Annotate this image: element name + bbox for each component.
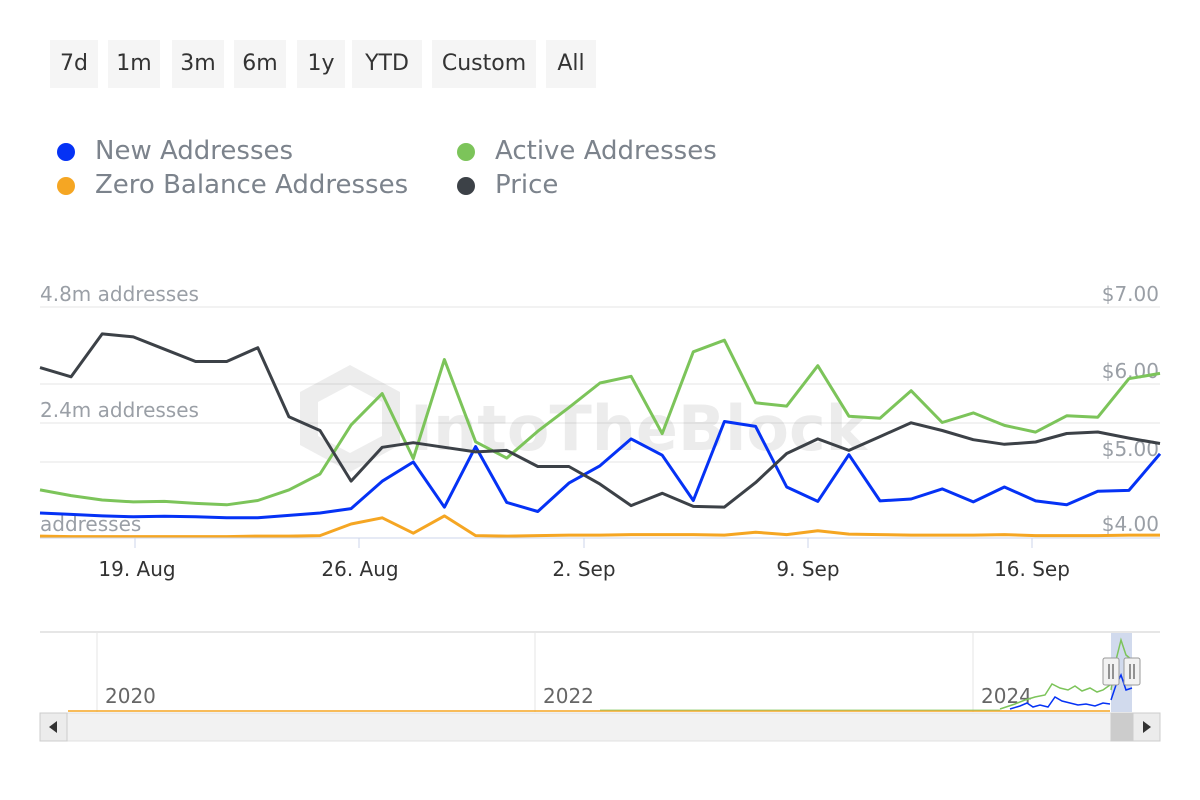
triangle-right-icon	[1143, 721, 1151, 733]
navigator: 2020 2022 2024	[40, 631, 1160, 712]
x-axis-tick-label: 2. Sep	[552, 557, 615, 581]
range-button-ytd[interactable]: YTD	[352, 40, 422, 88]
scrollbar	[39, 712, 1161, 742]
left-axis-tick-label: 2.4m addresses	[40, 398, 199, 422]
range-button-custom[interactable]: Custom	[432, 40, 536, 88]
series-line-active-addresses[interactable]	[39, 338, 1161, 507]
series-layer	[39, 332, 1162, 539]
range-button-1m[interactable]: 1m	[108, 40, 160, 88]
right-axis-tick-label: $4.00	[1102, 512, 1159, 536]
legend-label: Zero Balance Addresses	[95, 170, 409, 200]
watermark-logo-icon	[300, 365, 400, 472]
x-axis-tick-label: 19. Aug	[98, 557, 175, 581]
legend-label: Price	[495, 170, 559, 200]
x-axis-tick-label: 16. Sep	[994, 557, 1070, 581]
right-axis-tick-label: $7.00	[1102, 282, 1159, 306]
series-line-zero-balance-addresses[interactable]	[39, 514, 1160, 539]
navigator-handle-right-body	[1123, 657, 1141, 686]
triangle-left-icon	[49, 721, 57, 733]
x-axis: 19. Aug 26. Aug 2. Sep 9. Sep 16. Sep	[98, 538, 1070, 581]
scrollbar-track[interactable]	[39, 712, 1161, 742]
range-button-3m[interactable]: 3m	[172, 40, 224, 88]
navigator-handle-left[interactable]	[1102, 657, 1120, 686]
legend-label: Active Addresses	[495, 136, 717, 166]
navigator-selected-range[interactable]	[1111, 633, 1132, 712]
legend-label: New Addresses	[95, 136, 294, 166]
navigator-series-active-addresses	[999, 683, 1111, 710]
legend-dot-zero-balance-addresses	[57, 177, 75, 195]
left-axis-tick-label: 4.8m addresses	[40, 282, 199, 306]
navigator-year-label: 2020	[105, 684, 156, 708]
navigator-handle-right[interactable]	[1123, 657, 1141, 686]
range-button-1y[interactable]: 1y	[297, 40, 345, 88]
scrollbar-thumb[interactable]	[1110, 712, 1133, 742]
navigator-series-new-addresses	[1009, 696, 1111, 710]
range-button-all[interactable]: All	[546, 40, 596, 88]
series-line-price[interactable]	[39, 332, 1161, 509]
range-button-6m[interactable]: 6m	[234, 40, 286, 88]
left-axis: 4.8m addresses 2.4m addresses addresses	[40, 282, 199, 536]
x-axis-tick-label: 26. Aug	[321, 557, 398, 581]
x-axis-tick-label: 9. Sep	[776, 557, 839, 581]
navigator-handle-left-body	[1102, 657, 1120, 686]
range-button-7d[interactable]: 7d	[50, 40, 98, 88]
navigator-series-in-range-new	[1110, 673, 1133, 701]
legend-dot-new-addresses	[57, 143, 75, 161]
right-axis: $7.00 $6.00 $5.00 $4.00	[1102, 282, 1159, 536]
series-line-new-addresses[interactable]	[39, 420, 1162, 520]
navigator-year-label: 2022	[543, 684, 594, 708]
legend-dot-active-addresses	[457, 143, 475, 161]
legend-dot-price	[457, 177, 475, 195]
